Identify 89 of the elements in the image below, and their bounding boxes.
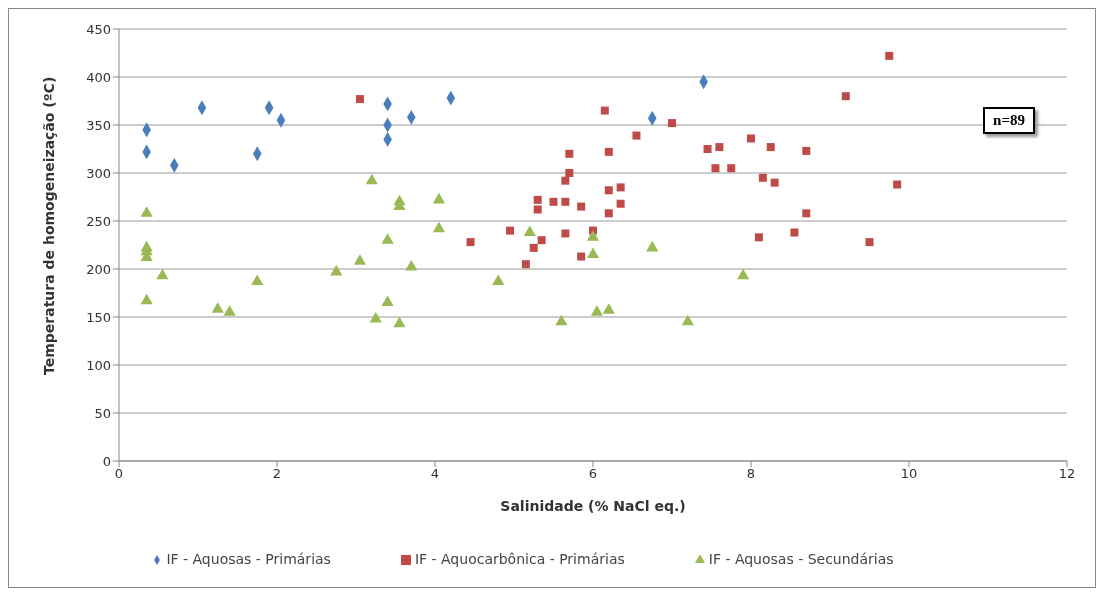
point bbox=[616, 199, 625, 208]
point bbox=[405, 260, 418, 271]
point bbox=[561, 229, 570, 238]
x-tick-label: 8 bbox=[746, 466, 756, 482]
point bbox=[802, 209, 811, 218]
point bbox=[381, 295, 394, 307]
point bbox=[893, 180, 902, 189]
point bbox=[466, 238, 475, 247]
point bbox=[521, 260, 530, 269]
point bbox=[604, 147, 613, 156]
point bbox=[577, 202, 586, 211]
point bbox=[646, 240, 659, 252]
point bbox=[555, 314, 568, 326]
point bbox=[533, 195, 542, 204]
legend-label: IF - Aquocarbônica - Primárias bbox=[414, 551, 625, 567]
point bbox=[604, 209, 613, 218]
y-tick-label: 200 bbox=[86, 261, 111, 277]
point bbox=[140, 293, 153, 305]
point bbox=[211, 302, 224, 313]
x-axis-title: Salinidade (% NaCl eq.) bbox=[500, 498, 686, 514]
annotation: n=89 bbox=[983, 107, 1035, 134]
y-tick-label: 150 bbox=[86, 309, 111, 325]
x-tick-label: 6 bbox=[588, 466, 598, 482]
point bbox=[711, 164, 720, 173]
point bbox=[369, 311, 382, 323]
point bbox=[140, 206, 153, 217]
point bbox=[770, 178, 779, 187]
point bbox=[604, 186, 613, 195]
point bbox=[590, 305, 604, 316]
point bbox=[586, 247, 600, 259]
point bbox=[365, 173, 378, 185]
point bbox=[600, 106, 609, 115]
point bbox=[353, 254, 367, 265]
point bbox=[565, 169, 574, 177]
point bbox=[747, 134, 755, 143]
point bbox=[885, 51, 894, 60]
x-tick-label: 10 bbox=[900, 466, 918, 482]
point bbox=[537, 236, 546, 245]
point bbox=[565, 149, 574, 158]
x-tick-label: 0 bbox=[114, 466, 124, 482]
point bbox=[355, 95, 364, 104]
point bbox=[681, 314, 694, 326]
y-tick-label: 50 bbox=[94, 405, 111, 421]
point bbox=[727, 164, 736, 173]
point bbox=[432, 221, 446, 233]
point bbox=[529, 243, 538, 252]
y-axis-title: Temperatura de homogeneização (ºC) bbox=[40, 76, 57, 375]
point bbox=[790, 228, 799, 237]
point bbox=[561, 176, 570, 185]
legend-label: IF - Aquosas - Secundárias bbox=[708, 551, 894, 567]
point bbox=[766, 143, 775, 152]
point bbox=[432, 192, 446, 204]
point bbox=[754, 233, 763, 242]
point bbox=[523, 225, 536, 237]
point bbox=[632, 131, 641, 140]
y-tick-label: 350 bbox=[86, 117, 111, 133]
point bbox=[549, 197, 558, 206]
point bbox=[602, 303, 615, 314]
legend-label: IF - Aquosas - Primárias bbox=[166, 551, 331, 567]
y-tick-label: 300 bbox=[86, 165, 111, 181]
point bbox=[758, 173, 767, 182]
point bbox=[381, 233, 394, 244]
point bbox=[802, 146, 811, 155]
point bbox=[393, 316, 406, 328]
point bbox=[668, 119, 676, 128]
point bbox=[156, 268, 169, 280]
x-tick-label: 12 bbox=[1058, 466, 1076, 482]
y-tick-label: 450 bbox=[86, 21, 111, 37]
point bbox=[737, 268, 750, 280]
y-tick-label: 100 bbox=[86, 357, 111, 373]
point bbox=[492, 274, 505, 285]
point bbox=[533, 205, 542, 214]
x-tick-label: 4 bbox=[430, 466, 440, 482]
point bbox=[616, 183, 625, 192]
point bbox=[330, 264, 343, 276]
x-tick-label: 2 bbox=[272, 466, 282, 482]
y-tick-label: 250 bbox=[86, 213, 111, 229]
point bbox=[865, 238, 874, 247]
point bbox=[703, 145, 712, 153]
point bbox=[251, 274, 264, 285]
y-tick-label: 400 bbox=[86, 69, 111, 85]
y-tick-label: 0 bbox=[102, 453, 111, 469]
point bbox=[506, 226, 515, 235]
point bbox=[715, 143, 724, 152]
point bbox=[586, 230, 600, 241]
point bbox=[841, 92, 850, 101]
point bbox=[223, 305, 236, 316]
point bbox=[577, 252, 586, 261]
point bbox=[561, 197, 570, 206]
